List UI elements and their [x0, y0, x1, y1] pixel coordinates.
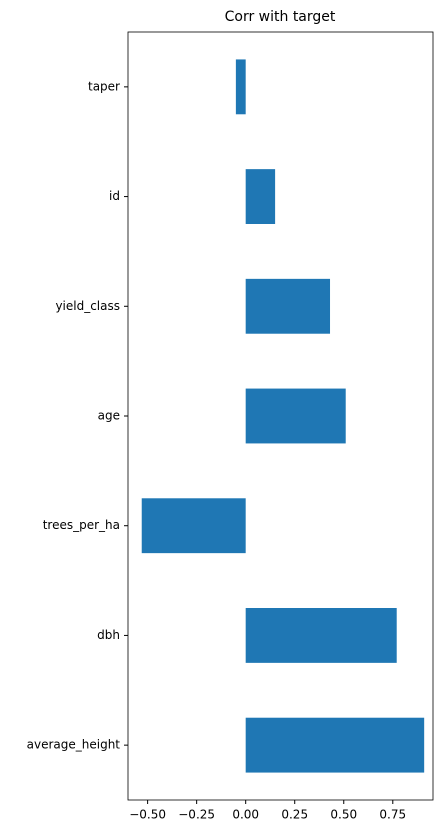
- bar: [245, 717, 425, 773]
- bar: [245, 169, 276, 224]
- bar: [235, 59, 246, 115]
- y-tick-label: dbh: [97, 628, 120, 642]
- x-tick-label: 0.00: [232, 808, 259, 822]
- y-tick-label: yield_class: [55, 299, 120, 313]
- plot-frame: [127, 31, 434, 801]
- x-tick-label: −0.50: [129, 808, 166, 822]
- y-tick-label: average_height: [27, 738, 121, 752]
- bar: [141, 498, 246, 554]
- y-tick-label: trees_per_ha: [43, 518, 120, 532]
- bar: [245, 608, 397, 663]
- x-tick-label: 0.75: [379, 808, 406, 822]
- chart-title: Corr with target: [225, 9, 336, 25]
- bar: [245, 278, 331, 334]
- y-tick-label: id: [109, 189, 120, 203]
- bar: [245, 388, 346, 444]
- y-tick-label: age: [98, 409, 120, 423]
- x-tick-label: 0.25: [281, 808, 308, 822]
- x-tick-label: −0.25: [178, 808, 215, 822]
- x-tick-label: 0.50: [330, 808, 357, 822]
- y-tick-label: taper: [88, 79, 120, 93]
